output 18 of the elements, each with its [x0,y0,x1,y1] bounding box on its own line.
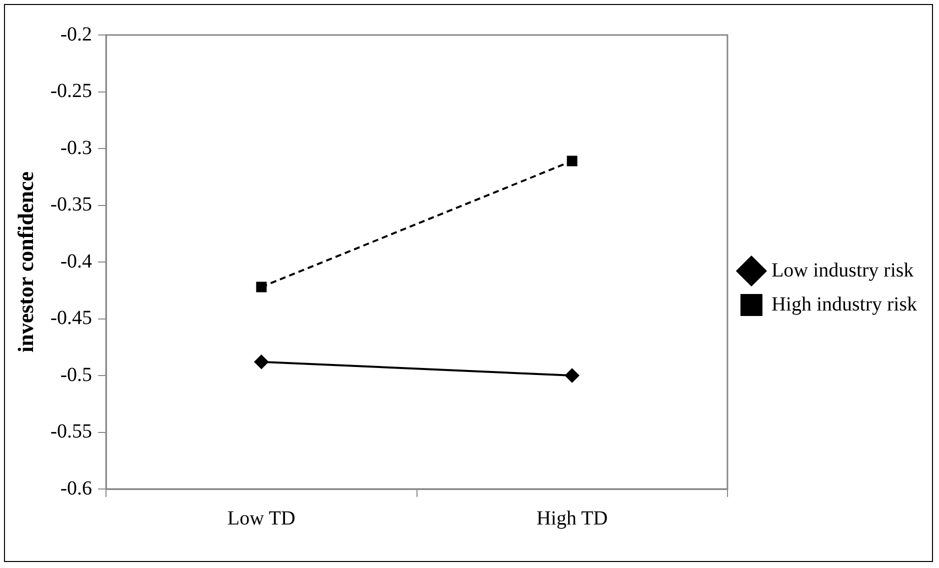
x-tick-label: High TD [536,507,608,530]
point [566,156,578,166]
y-tick-label: -0.4 [60,250,92,272]
legend-label: High industry risk [771,293,918,316]
y-tick-label: -0.2 [60,23,92,46]
y-axis-title: investor confidence [12,171,38,353]
point [254,354,268,369]
y-tick-label: -0.55 [50,420,92,442]
point [256,282,267,292]
point [565,368,580,382]
y-tick-label: -0.5 [60,364,92,386]
y-tick-label: -0.45 [50,307,92,329]
y-tick-label: -0.6 [60,477,92,500]
x-tick-label: Low TD [227,507,296,530]
y-tick-label: -0.3 [60,136,92,159]
y-tick-label: -0.35 [50,194,92,216]
y-tick-label: -0.25 [50,80,92,102]
legend-label: Low industry risk [771,259,914,282]
